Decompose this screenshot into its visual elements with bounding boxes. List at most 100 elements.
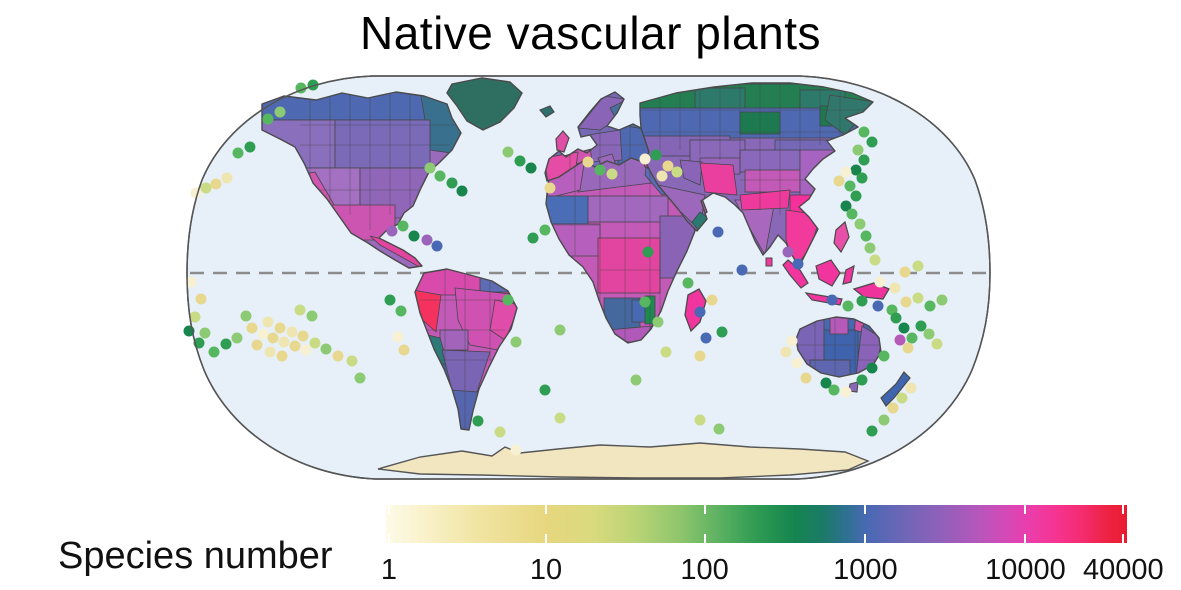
island-dot — [924, 300, 936, 312]
region-xinjiang — [739, 149, 801, 173]
island-dot — [869, 254, 881, 266]
island-dot — [850, 164, 862, 176]
island-dot — [716, 326, 728, 338]
legend-tick-label: 100 — [680, 554, 729, 586]
island-dot — [189, 311, 201, 323]
island-dot — [912, 292, 924, 304]
region-iran — [699, 162, 738, 196]
island-dot — [650, 149, 662, 161]
projection-edge — [186, 75, 991, 480]
colorbar-tick-mark — [545, 505, 548, 514]
island-dot — [899, 266, 911, 278]
island-dot — [780, 346, 792, 358]
island-dot — [240, 310, 252, 322]
island-dot — [262, 316, 274, 328]
island-dot — [257, 328, 269, 340]
island-dot — [307, 79, 319, 91]
island-dot — [199, 327, 211, 339]
island-dot — [386, 225, 398, 237]
island-dot — [639, 153, 651, 165]
island-dot — [905, 382, 917, 394]
colorbar-tick-mark — [864, 534, 867, 543]
island-dot — [900, 296, 912, 308]
island-dot — [878, 350, 890, 362]
island-dot — [915, 320, 927, 332]
island-dot — [840, 200, 852, 212]
region-sumatra — [782, 259, 809, 289]
region-sri-lanka — [765, 257, 773, 267]
island-dot — [890, 312, 902, 324]
island-dot — [671, 166, 683, 178]
island-dot — [826, 294, 838, 306]
island-dot — [408, 230, 420, 242]
colorbar-tick-mark — [703, 505, 706, 514]
island-dot — [874, 276, 886, 288]
island-dot — [208, 346, 220, 358]
island-dot — [820, 377, 832, 389]
island-dot — [354, 372, 366, 384]
legend-label: Species number — [58, 535, 333, 577]
colorbar-tick-mark — [545, 534, 548, 543]
colorbar-tick-mark — [703, 534, 706, 543]
colorbar-tick-mark — [1122, 505, 1125, 514]
region-uk — [555, 130, 570, 153]
island-dot — [544, 182, 556, 194]
island-dot — [456, 185, 468, 197]
island-dot — [221, 172, 233, 184]
legend-tick-label: 1000 — [833, 554, 898, 586]
figure-title: Native vascular plants — [360, 7, 821, 59]
island-dot — [782, 246, 794, 258]
island-dot — [502, 294, 514, 306]
region-sulawesi — [842, 264, 855, 285]
legend-tick-label: 40000 — [1082, 554, 1164, 586]
region-bolivia — [439, 329, 469, 351]
island-dot — [833, 175, 845, 187]
island-dot — [421, 234, 433, 246]
island-dot — [434, 170, 446, 182]
island-dot — [346, 355, 358, 367]
island-dot — [842, 300, 854, 312]
island-dot — [856, 172, 868, 184]
island-dot — [878, 414, 890, 426]
island-dot — [392, 331, 404, 343]
region-central-africa — [597, 237, 661, 294]
island-dot — [539, 224, 551, 236]
island-dot — [786, 335, 798, 347]
island-dot — [431, 240, 443, 252]
legend-tick-label: 10 — [529, 554, 563, 586]
island-dot — [906, 332, 918, 344]
island-dot — [297, 330, 309, 342]
island-dot — [264, 346, 276, 358]
island-dot — [494, 426, 506, 438]
island-dot — [852, 144, 864, 156]
island-dot — [639, 296, 651, 308]
island-dot — [660, 346, 672, 358]
island-dot — [210, 178, 222, 190]
island-dot — [854, 218, 866, 230]
island-dot — [424, 162, 436, 174]
island-dot — [397, 220, 409, 232]
region-canada-central — [334, 119, 431, 169]
island-dot — [656, 170, 668, 182]
colorbar-tick-mark — [864, 505, 867, 514]
region-borneo — [815, 259, 841, 287]
island-dot — [244, 141, 256, 153]
region-mauritania-mali — [546, 195, 589, 225]
region-iceland — [538, 105, 555, 118]
island-dot — [700, 332, 712, 344]
island-dot — [510, 336, 522, 348]
island-dot — [278, 336, 290, 348]
island-dot — [384, 294, 396, 306]
island-dot — [850, 190, 862, 202]
island-dot — [866, 425, 878, 437]
legend-colorbar — [386, 505, 1127, 543]
region-iraq — [679, 159, 703, 186]
island-dot — [828, 384, 840, 396]
colorbar-tick-mark — [1122, 534, 1125, 543]
island-dot — [286, 326, 298, 338]
legend-tick-label: 1 — [380, 554, 398, 586]
island-dot — [800, 372, 812, 384]
island-dot — [630, 374, 642, 386]
island-dot — [923, 328, 935, 340]
island-dot — [232, 147, 244, 159]
